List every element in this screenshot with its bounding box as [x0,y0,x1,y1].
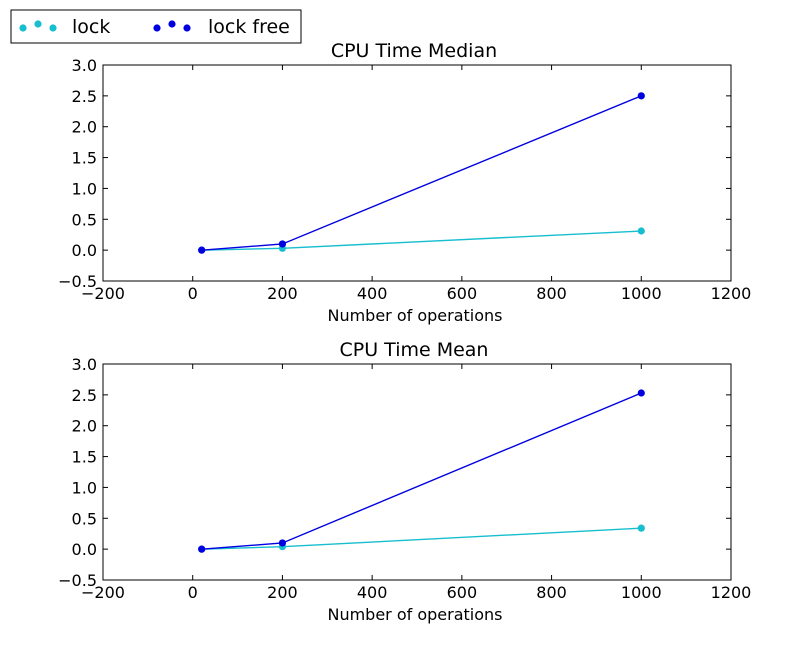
plot-frame [102,363,732,581]
chart-title: CPU Time Median [331,40,497,62]
x-tick-label: −200 [81,583,125,602]
legend-marker [49,24,57,32]
y-tick-label: 2.0 [72,118,97,137]
data-point-lock-free [198,545,206,553]
plot-frame [102,64,732,282]
x-tick-label: 1200 [711,284,752,303]
data-point-lock-free [637,389,645,397]
x-tick-label: −200 [81,284,125,303]
legend: lock lock free [10,9,302,44]
legend-marker [153,24,161,32]
x-tick-label: 800 [536,284,567,303]
x-tick-label: 200 [267,583,298,602]
x-tick-label: 400 [357,284,388,303]
y-tick-label: 1.0 [72,179,97,198]
legend-label: lock free [208,16,290,38]
legend-label: lock [72,16,110,38]
series-line-lock-free [201,95,642,251]
legend-marker [34,20,42,28]
x-tick-label: 600 [447,583,478,602]
series-line-lock [201,527,642,550]
y-tick-label: −0.5 [58,571,97,590]
y-tick-label: 0.5 [72,509,97,528]
data-point-lock-free [278,539,287,547]
x-tick-label: 200 [267,284,298,303]
chart-title: CPU Time Mean [340,339,489,361]
subplot-mean: −200 0 200 400 600 800 1000 1200 −0.5 0.0 0.5 1.0 1.… [58,339,751,624]
y-tick-label: 3.0 [72,56,97,75]
y-tick-label: 0.0 [72,540,97,559]
y-tick-label: 0.5 [72,210,97,229]
y-tick-label: 1.0 [72,478,97,497]
y-tick-label: 0.0 [72,241,97,260]
x-tick-label: 0 [188,583,198,602]
data-point-lock-free [278,240,287,248]
y-tick-label: 1.5 [72,448,97,467]
y-tick-label: 2.5 [72,386,97,405]
x-tick-label: 1000 [621,583,662,602]
x-axis-label: Number of operations [327,605,502,624]
y-tick-label: −0.5 [58,272,97,291]
legend-marker [183,24,191,32]
series-line-lock-free [201,392,642,550]
subplot-median: −200 0 200 400 600 800 1000 1200 −0.5 0.0 0.5 1.0 1.… [58,40,751,325]
y-tick-label: 2.0 [72,417,97,436]
legend-marker [19,24,27,32]
y-tick-label: 1.5 [72,149,97,168]
x-tick-label: 1200 [711,583,752,602]
data-point-lock [637,524,645,532]
data-point-lock-free [198,246,206,254]
y-tick-label: 3.0 [72,355,97,374]
legend-marker [168,20,176,28]
x-tick-label: 1000 [621,284,662,303]
x-tick-label: 400 [357,583,388,602]
series-line-lock [201,230,642,251]
x-tick-label: 600 [447,284,478,303]
x-tick-label: 800 [536,583,567,602]
y-tick-label: 2.5 [72,87,97,106]
x-axis-label: Number of operations [327,306,502,325]
data-point-lock [637,227,645,235]
data-point-lock-free [637,92,645,100]
x-tick-label: 0 [188,284,198,303]
